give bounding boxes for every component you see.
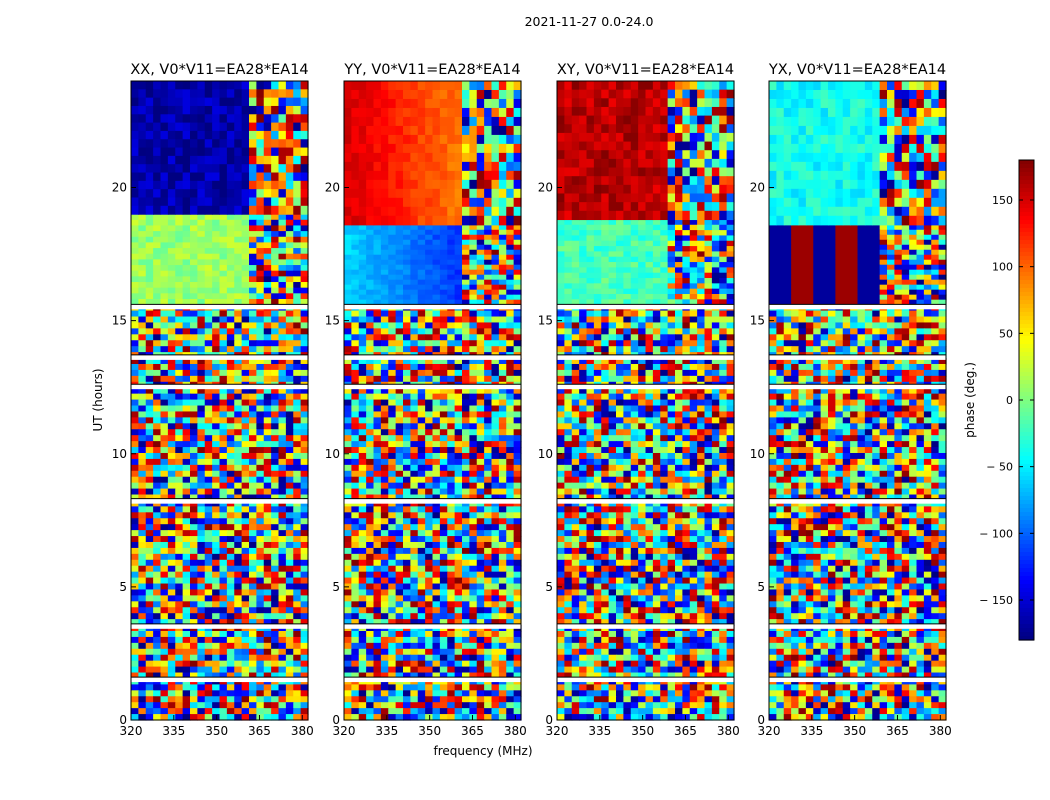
y-tick-label: 10 bbox=[112, 447, 127, 461]
colorbar-tick-label: − 150 bbox=[979, 594, 1013, 607]
y-tick-label: 15 bbox=[538, 314, 553, 328]
x-tick-label: 350 bbox=[418, 724, 441, 738]
x-tick-label: 320 bbox=[758, 724, 781, 738]
y-tick-label: 0 bbox=[332, 713, 340, 727]
x-tick-label: 365 bbox=[461, 724, 484, 738]
x-tick-label: 380 bbox=[291, 724, 314, 738]
y-tick-label: 15 bbox=[750, 314, 765, 328]
x-tick-label: 335 bbox=[800, 724, 823, 738]
y-tick-label: 10 bbox=[750, 447, 765, 461]
x-tick-label: 350 bbox=[631, 724, 654, 738]
y-tick-label: 0 bbox=[119, 713, 127, 727]
colorbar-gradient bbox=[1019, 160, 1034, 641]
x-tick-label: 320 bbox=[120, 724, 143, 738]
y-tick-label: 20 bbox=[325, 181, 340, 195]
panel-frame bbox=[768, 80, 947, 721]
y-tick-label: 0 bbox=[757, 713, 765, 727]
heatmap-cells bbox=[769, 81, 947, 721]
panel-title: XY, V0*V11=EA28*EA14 bbox=[557, 62, 734, 78]
x-tick-label: 350 bbox=[205, 724, 228, 738]
x-tick-label: 380 bbox=[717, 724, 740, 738]
panel-frame bbox=[343, 80, 522, 721]
colorbar-tick-label: − 50 bbox=[986, 461, 1013, 474]
figure-title: 2021-11-27 0.0-24.0 bbox=[525, 14, 654, 29]
panel-frame bbox=[556, 80, 735, 721]
y-tick-label: 5 bbox=[757, 580, 765, 594]
colorbar-label: phase (deg.) bbox=[963, 362, 977, 438]
x-tick-label: 380 bbox=[504, 724, 527, 738]
x-tick-label: 335 bbox=[162, 724, 185, 738]
y-tick-label: 10 bbox=[325, 447, 340, 461]
y-tick-label: 20 bbox=[538, 181, 553, 195]
x-tick-label: 365 bbox=[248, 724, 271, 738]
y-tick-label: 20 bbox=[750, 181, 765, 195]
colorbar-tick-label: 50 bbox=[999, 327, 1013, 340]
x-tick-label: 350 bbox=[843, 724, 866, 738]
heatmap-cells bbox=[131, 81, 309, 721]
heatmap-cells bbox=[344, 81, 522, 721]
colorbar-tick-label: 0 bbox=[1006, 394, 1013, 407]
panels-group: 320 335 350 365 380 0 5 10 15 20 XX, V0*V11=EA28*E… bbox=[91, 62, 952, 758]
panel-frame bbox=[130, 80, 309, 721]
colorbar-tick-label: − 100 bbox=[979, 527, 1013, 540]
x-tick-label: 365 bbox=[674, 724, 697, 738]
panel-title: XX, V0*V11=EA28*EA14 bbox=[130, 62, 308, 78]
colorbar: 150 100 50 0 − 50 − 100 − 150 phase (deg.) bbox=[963, 159, 1035, 641]
x-tick-label: 335 bbox=[588, 724, 611, 738]
y-tick-label: 5 bbox=[545, 580, 553, 594]
panel-4: 320 335 350 365 380 0 5 10 15 20 YX, V0*V11=EA28*E… bbox=[750, 62, 952, 738]
x-axis-label: frequency (MHz) bbox=[433, 744, 532, 758]
x-tick-label: 320 bbox=[333, 724, 356, 738]
panel-title: YX, V0*V11=EA28*EA14 bbox=[768, 62, 946, 78]
x-tick-label: 335 bbox=[375, 724, 398, 738]
y-tick-label: 20 bbox=[112, 181, 127, 195]
y-axis-label: UT (hours) bbox=[91, 368, 105, 431]
panel-3: 320 335 350 365 380 0 5 10 15 20 XY, V0*V11=EA28*E… bbox=[538, 62, 740, 738]
x-tick-label: 365 bbox=[886, 724, 909, 738]
y-tick-label: 0 bbox=[545, 713, 553, 727]
panel-1: 320 335 350 365 380 0 5 10 15 20 XX, V0*V11=EA28*E… bbox=[91, 62, 314, 738]
heatmap-cells bbox=[557, 81, 735, 721]
x-tick-label: 320 bbox=[546, 724, 569, 738]
y-tick-label: 5 bbox=[119, 580, 127, 594]
colorbar-tick-label: 100 bbox=[992, 261, 1013, 274]
x-tick-label: 380 bbox=[929, 724, 952, 738]
y-tick-label: 10 bbox=[538, 447, 553, 461]
colorbar-tick-label: 150 bbox=[992, 194, 1013, 207]
panel-title: YY, V0*V11=EA28*EA14 bbox=[343, 62, 520, 78]
y-tick-label: 15 bbox=[112, 314, 127, 328]
y-tick-label: 5 bbox=[332, 580, 340, 594]
panel-2: 320 335 350 365 380 0 5 10 15 20 YY, V0*V11=EA28*E… bbox=[325, 62, 527, 738]
y-tick-label: 15 bbox=[325, 314, 340, 328]
